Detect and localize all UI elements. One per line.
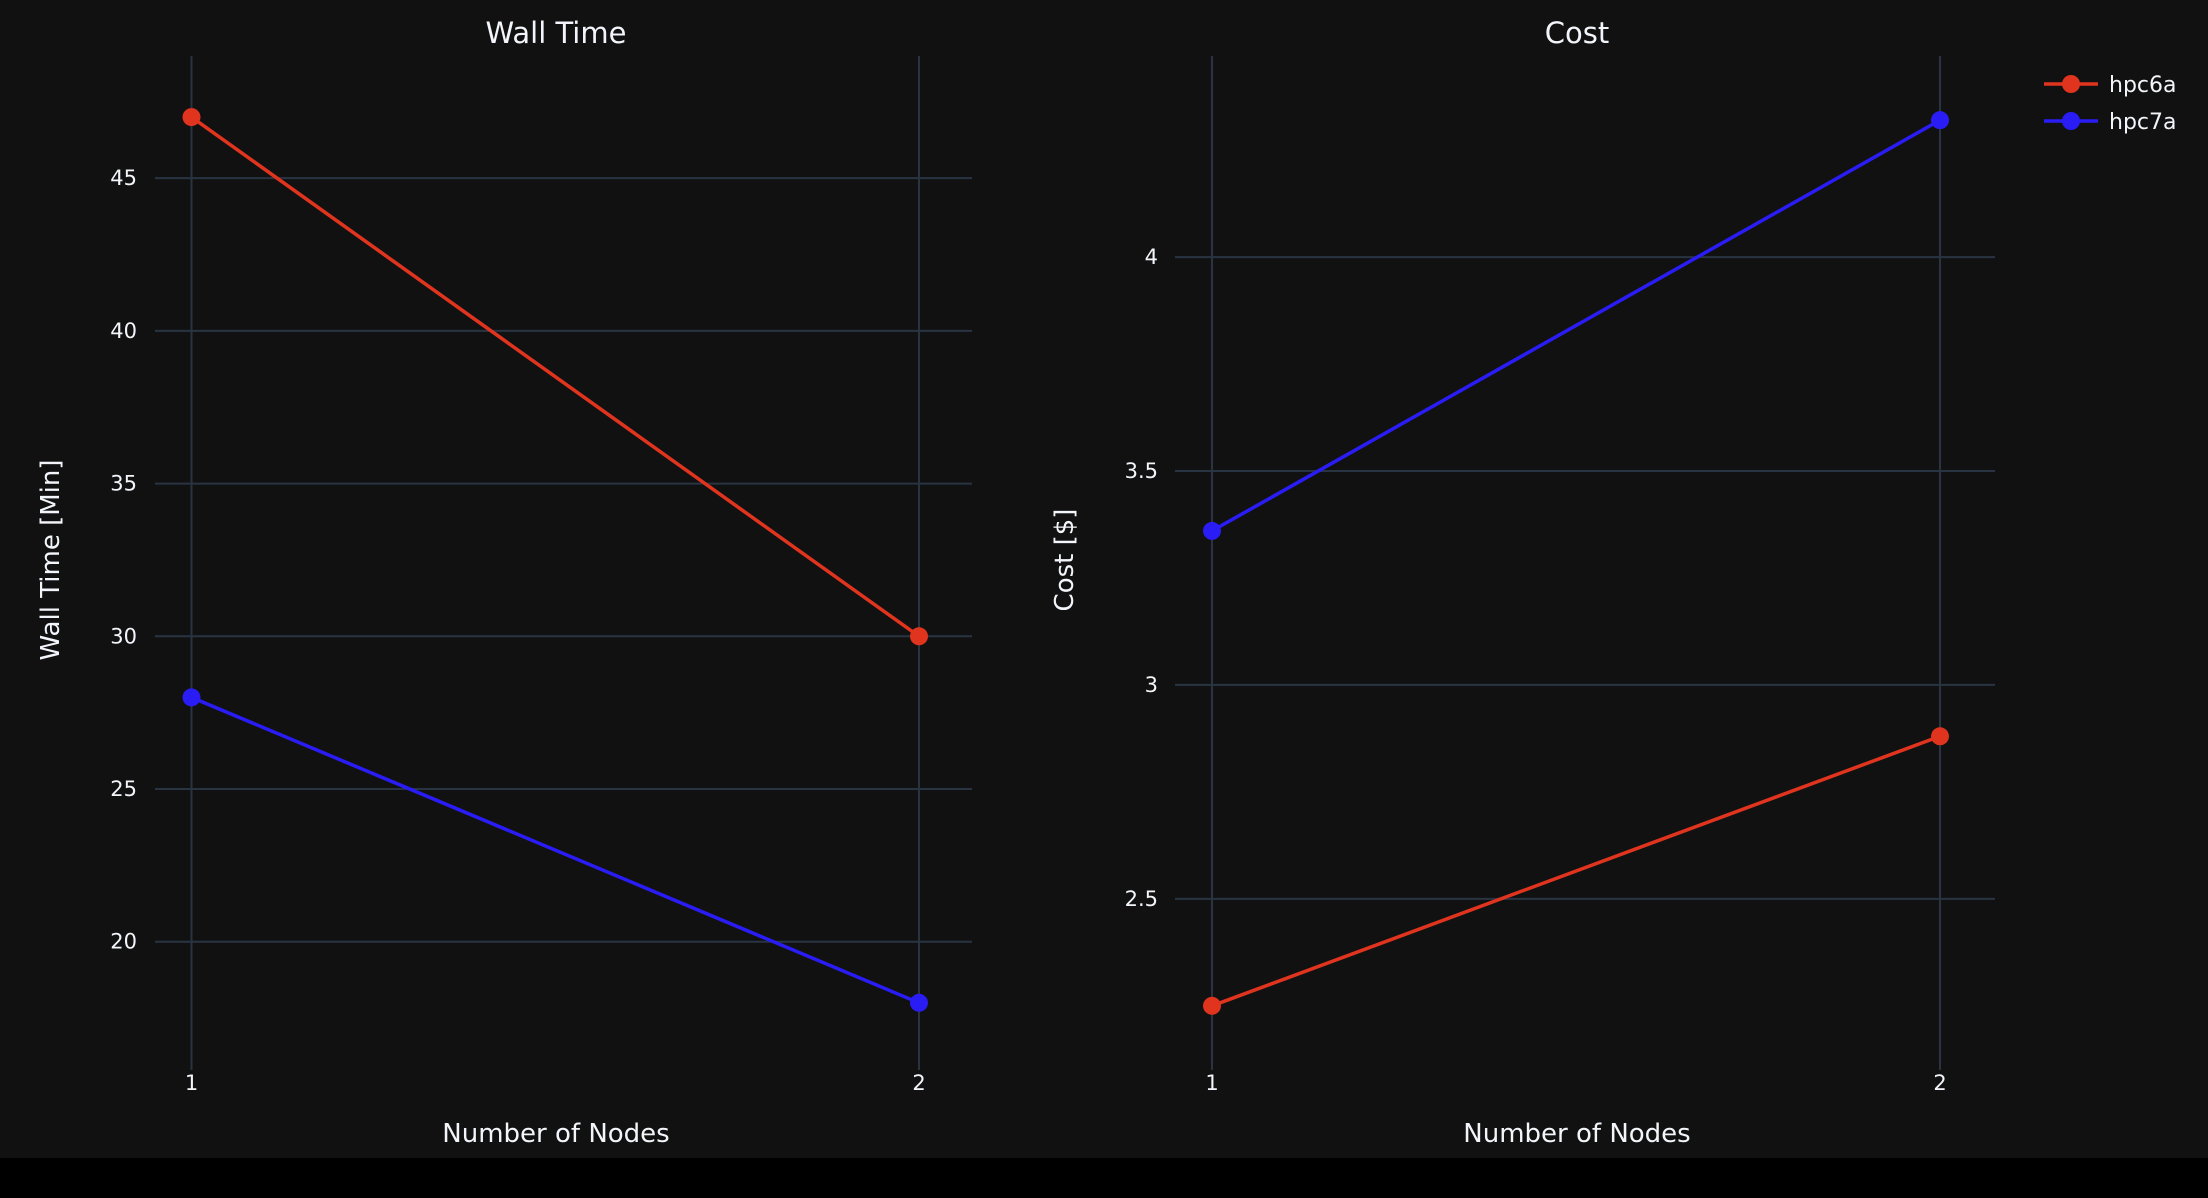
- x-tick-label: 1: [1205, 1071, 1218, 1095]
- subplot-title: Wall Time: [486, 16, 627, 50]
- x-tick-label: 2: [912, 1071, 925, 1095]
- y-tick-label: 25: [110, 777, 137, 801]
- figure-background: [0, 0, 2208, 1158]
- data-point-hpc7a[interactable]: [910, 993, 928, 1012]
- data-point-hpc7a[interactable]: [1203, 521, 1221, 540]
- legend-item-hpc7a[interactable]: hpc7a: [2044, 110, 2176, 135]
- y-tick-label: 30: [110, 624, 137, 648]
- data-point-hpc6a[interactable]: [1203, 996, 1221, 1015]
- data-point-hpc6a[interactable]: [1931, 727, 1949, 746]
- series-line-hpc6a: [190, 115, 921, 638]
- legend-label: hpc7a: [2109, 110, 2176, 135]
- y-tick-label: 45: [110, 166, 137, 190]
- data-point-hpc7a[interactable]: [1931, 111, 1949, 130]
- y-tick-label: 40: [110, 319, 137, 343]
- legend-marker-icon: [2062, 112, 2080, 130]
- series-line-hpc7a: [190, 695, 920, 1005]
- series-line-hpc7a: [1211, 118, 1941, 533]
- y-tick-label: 2.5: [1125, 887, 1158, 911]
- x-tick-label: 2: [1933, 1071, 1946, 1095]
- y-axis-title: Cost [$]: [1050, 509, 1080, 612]
- x-tick-label: 1: [185, 1071, 198, 1095]
- data-point-hpc7a[interactable]: [182, 688, 201, 707]
- y-axis-title: Wall Time [Min]: [36, 459, 66, 660]
- data-point-hpc6a[interactable]: [182, 108, 201, 127]
- subplot-title: Cost: [1545, 16, 1609, 50]
- legend: hpc6a hpc7a: [2044, 73, 2176, 135]
- subplot-wall-time: 20 25 30 35 40 45 1 2 Wall Time Number of Nodes Wa…: [36, 16, 972, 1149]
- data-point-hpc6a[interactable]: [910, 627, 928, 646]
- subplot-cost: 2.5 3 3.5 4 1 2 Cost Number of Nodes Cost [$]: [1050, 16, 1995, 1149]
- legend-label: hpc6a: [2109, 73, 2176, 98]
- y-tick-label: 3.5: [1125, 459, 1158, 483]
- legend-marker-icon: [2062, 75, 2080, 93]
- y-tick-label: 35: [110, 472, 137, 496]
- legend-item-hpc6a[interactable]: hpc6a: [2044, 73, 2176, 98]
- y-tick-label: 20: [110, 930, 137, 954]
- x-axis-title: Number of Nodes: [1463, 1119, 1690, 1149]
- y-tick-label: 3: [1145, 673, 1158, 697]
- y-tick-label: 4: [1145, 245, 1158, 269]
- series-line-hpc6a: [1211, 734, 1941, 1008]
- x-axis-title: Number of Nodes: [442, 1119, 669, 1149]
